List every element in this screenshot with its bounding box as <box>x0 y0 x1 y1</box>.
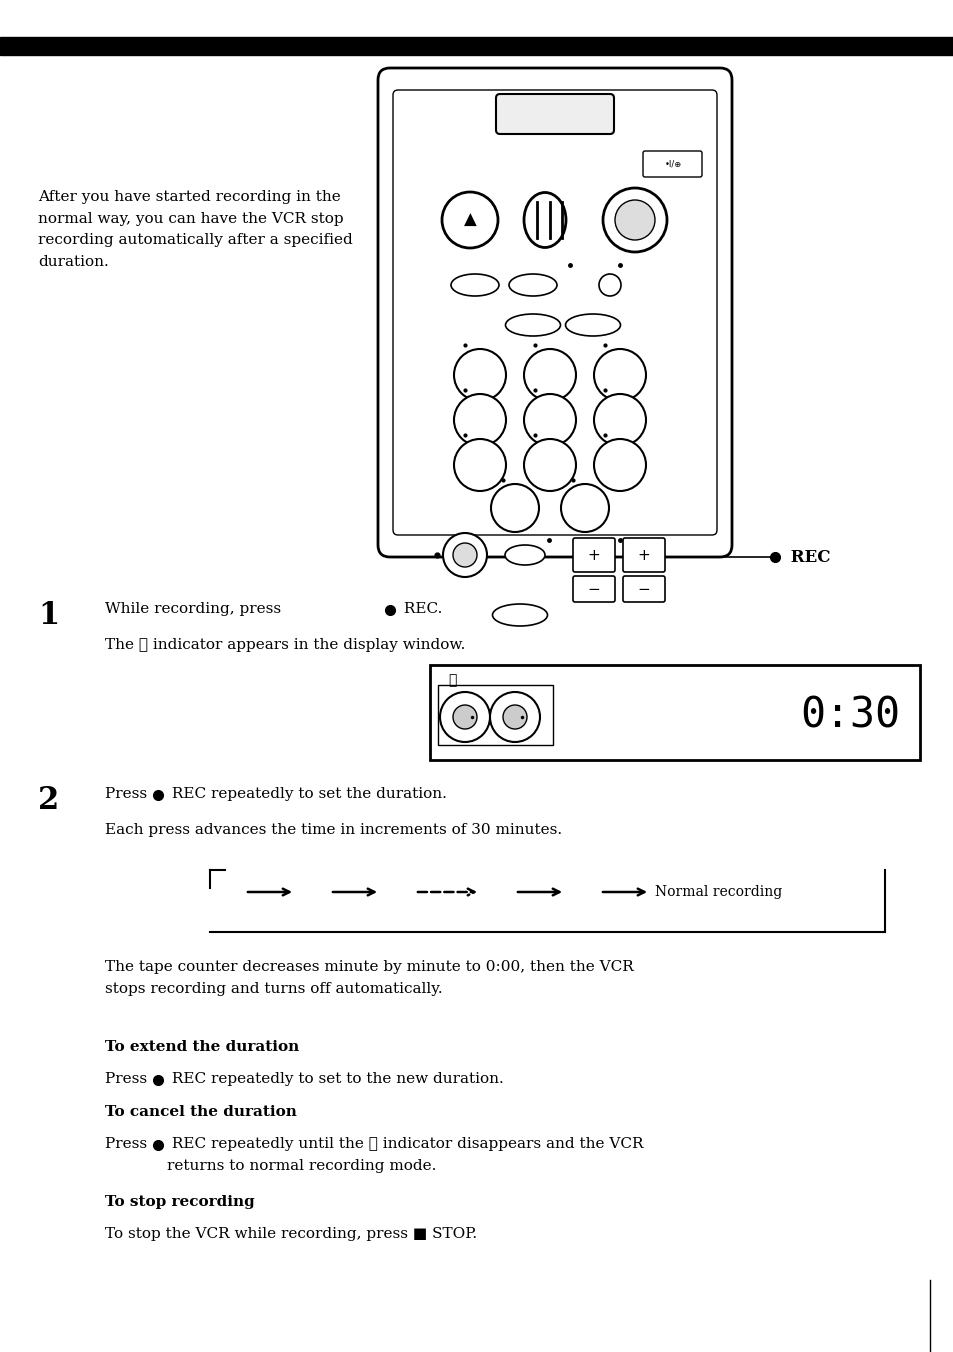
Circle shape <box>523 393 576 446</box>
Text: Normal recording: Normal recording <box>655 886 781 899</box>
Text: 1: 1 <box>38 600 59 631</box>
Text: ⌛: ⌛ <box>448 673 456 687</box>
Circle shape <box>602 188 666 251</box>
Text: REC repeatedly until the ⌛ indicator disappears and the VCR
returns to normal re: REC repeatedly until the ⌛ indicator dis… <box>167 1137 643 1172</box>
Text: Each press advances the time in increments of 30 minutes.: Each press advances the time in incremen… <box>105 823 561 837</box>
Ellipse shape <box>565 314 619 337</box>
Circle shape <box>491 484 538 531</box>
Ellipse shape <box>492 604 547 626</box>
Circle shape <box>453 704 476 729</box>
FancyBboxPatch shape <box>622 576 664 602</box>
Text: The tape counter decreases minute by minute to 0:00, then the VCR
stops recordin: The tape counter decreases minute by min… <box>105 960 633 995</box>
Circle shape <box>441 192 497 247</box>
Text: ▲: ▲ <box>463 211 476 228</box>
Bar <box>0 37 953 55</box>
Text: Press: Press <box>105 1137 152 1151</box>
Text: +: + <box>587 548 599 562</box>
Circle shape <box>490 692 539 742</box>
Ellipse shape <box>451 274 498 296</box>
Ellipse shape <box>505 314 560 337</box>
Text: After you have started recording in the
normal way, you can have the VCR stop
re: After you have started recording in the … <box>38 191 353 269</box>
Text: To extend the duration: To extend the duration <box>105 1040 299 1055</box>
Text: +: + <box>637 548 650 562</box>
Bar <box>430 665 919 760</box>
Text: •I/⊕: •I/⊕ <box>663 160 680 169</box>
Text: 2: 2 <box>38 786 59 817</box>
FancyBboxPatch shape <box>642 151 701 177</box>
Ellipse shape <box>598 274 620 296</box>
FancyBboxPatch shape <box>573 576 615 602</box>
Ellipse shape <box>509 274 557 296</box>
Text: −: − <box>637 581 650 596</box>
FancyBboxPatch shape <box>377 68 731 557</box>
Circle shape <box>560 484 608 531</box>
Text: To stop the VCR while recording, press ■ STOP.: To stop the VCR while recording, press ■… <box>105 1228 476 1241</box>
Circle shape <box>523 349 576 402</box>
FancyBboxPatch shape <box>496 95 614 134</box>
Text: REC repeatedly to set to the new duration.: REC repeatedly to set to the new duratio… <box>167 1072 503 1086</box>
Text: REC.: REC. <box>398 602 442 617</box>
Circle shape <box>439 692 490 742</box>
Circle shape <box>502 704 526 729</box>
Text: While recording, press: While recording, press <box>105 602 286 617</box>
Text: To stop recording: To stop recording <box>105 1195 254 1209</box>
Ellipse shape <box>523 192 565 247</box>
Circle shape <box>594 393 645 446</box>
Circle shape <box>615 200 655 241</box>
Text: −: − <box>587 581 599 596</box>
FancyBboxPatch shape <box>622 538 664 572</box>
Text: 0:30: 0:30 <box>800 694 899 735</box>
Text: Press: Press <box>105 1072 152 1086</box>
Bar <box>437 685 553 745</box>
Circle shape <box>594 439 645 491</box>
Circle shape <box>453 544 476 566</box>
Text: REC repeatedly to set the duration.: REC repeatedly to set the duration. <box>167 787 446 800</box>
FancyBboxPatch shape <box>393 91 717 535</box>
Circle shape <box>442 533 486 577</box>
Text: To cancel the duration: To cancel the duration <box>105 1105 296 1119</box>
FancyBboxPatch shape <box>573 538 615 572</box>
Circle shape <box>594 349 645 402</box>
Text: Press: Press <box>105 787 152 800</box>
Circle shape <box>454 349 505 402</box>
Text: The ⌛ indicator appears in the display window.: The ⌛ indicator appears in the display w… <box>105 638 465 652</box>
Ellipse shape <box>504 545 544 565</box>
Circle shape <box>454 393 505 446</box>
Circle shape <box>454 439 505 491</box>
Text: REC: REC <box>784 549 830 565</box>
Circle shape <box>523 439 576 491</box>
